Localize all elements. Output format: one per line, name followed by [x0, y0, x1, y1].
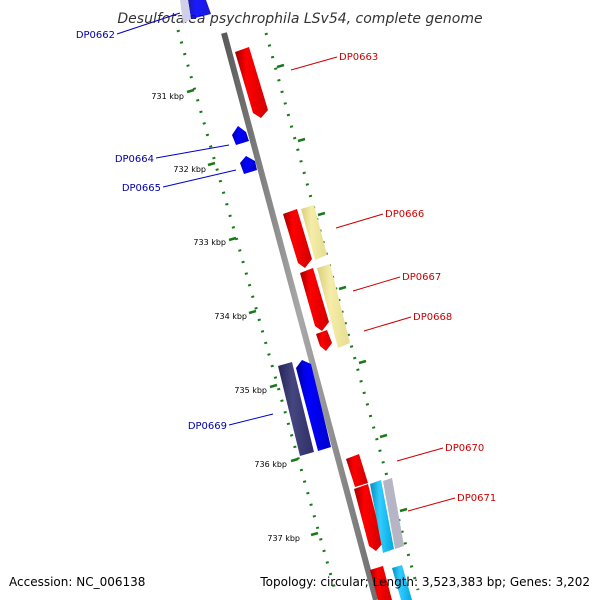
leader-dp0663 — [291, 57, 337, 70]
gene-label-dp0663[interactable]: DP0663 — [339, 52, 378, 63]
map-title: Desulfotalea psychrophila LSv54, complet… — [117, 11, 482, 27]
gene-dp0668-feature[interactable] — [316, 330, 332, 351]
kbp-label-735: 735 kbp — [234, 386, 267, 395]
leader-dp0671 — [408, 498, 455, 511]
tick-732 — [208, 163, 215, 165]
outer-tick-5 — [359, 361, 366, 363]
gene-label-dp0669[interactable]: DP0669 — [188, 421, 227, 432]
kbp-label-731: 731 kbp — [151, 92, 184, 101]
leader-dp0670 — [397, 448, 443, 461]
kbp-label-736: 736 kbp — [254, 460, 287, 469]
gene-dp0665-feature[interactable] — [240, 156, 257, 174]
tick-735 — [270, 385, 277, 387]
kbp-label-737: 737 kbp — [267, 534, 300, 543]
gene-label-dp0662[interactable]: DP0662 — [76, 30, 115, 41]
outer-tick-7 — [400, 509, 407, 511]
gene-label-dp0670[interactable]: DP0670 — [445, 443, 484, 454]
gene-label-dp0664[interactable]: DP0664 — [115, 154, 154, 165]
outer-tick-6 — [380, 435, 387, 437]
tick-736 — [291, 459, 298, 461]
tick-734 — [249, 311, 256, 313]
genome-summary-text: Topology: circular; Length: 3,523,383 bp… — [259, 575, 590, 589]
gene-label-dp0671[interactable]: DP0671 — [457, 493, 496, 504]
leader-dp0667 — [353, 277, 400, 291]
leader-dp0668 — [364, 317, 411, 331]
outer-tick-2 — [298, 139, 305, 141]
leader-dp0666 — [336, 214, 383, 228]
leader-dp0669 — [229, 414, 273, 425]
outer-tick-3 — [318, 213, 325, 215]
tick-737 — [311, 533, 318, 535]
gene-label-dp0667[interactable]: DP0667 — [402, 272, 441, 283]
gene-label-dp0668[interactable]: DP0668 — [413, 312, 452, 323]
accession-text: Accession: NC_006138 — [9, 575, 145, 589]
gene-dp0670-feature[interactable] — [346, 454, 368, 487]
tick-733 — [229, 238, 236, 240]
outer-major-ticks — [277, 65, 407, 511]
gene-dp0664-feature[interactable] — [232, 126, 249, 145]
gene-label-dp0666[interactable]: DP0666 — [385, 209, 424, 220]
kbp-label-732: 732 kbp — [173, 165, 206, 174]
outer-tick-4 — [339, 287, 346, 289]
genome-map: Desulfotalea psychrophila LSv54, complet… — [0, 0, 600, 600]
outer-tick-1 — [277, 65, 284, 67]
leader-dp0664 — [156, 145, 229, 158]
kbp-label-733: 733 kbp — [193, 238, 226, 247]
kbp-label-734: 734 kbp — [214, 312, 247, 321]
tick-731 — [187, 90, 194, 92]
gene-label-dp0665[interactable]: DP0665 — [122, 183, 161, 194]
